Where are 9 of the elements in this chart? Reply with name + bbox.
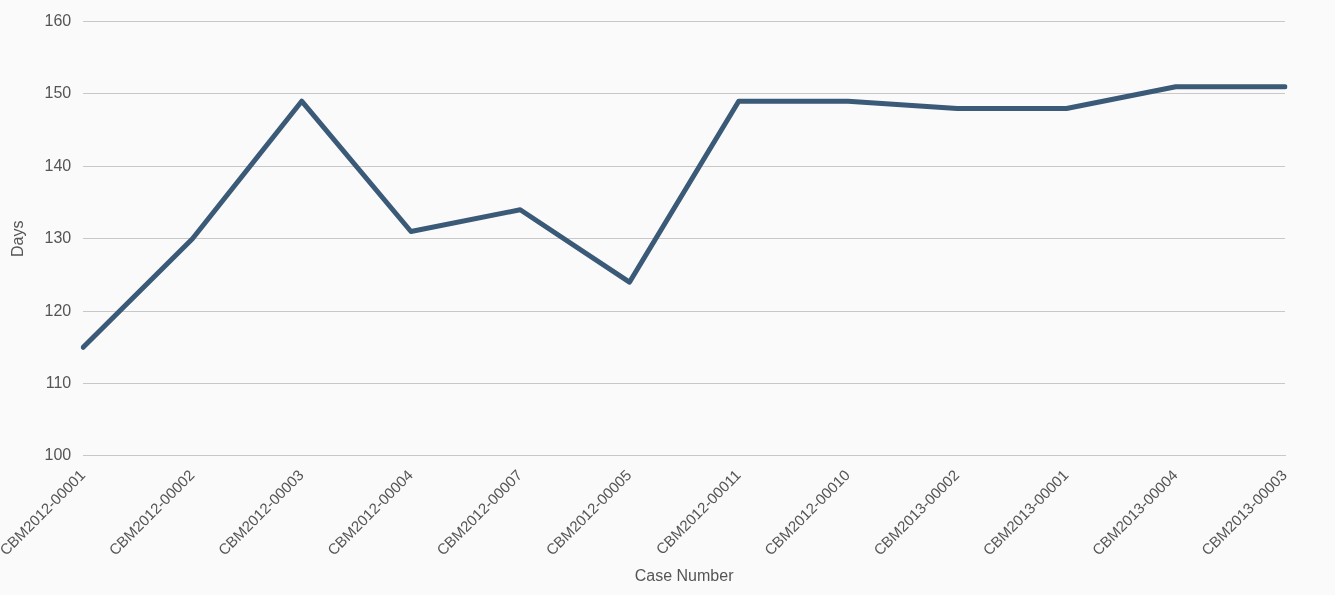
- x-axis-title: Case Number: [634, 566, 735, 584]
- y-tick-label: 130: [44, 229, 72, 247]
- y-axis-title: Days: [9, 220, 27, 257]
- y-tick-label: 110: [45, 373, 72, 391]
- y-tick-label: 140: [44, 156, 72, 174]
- y-tick-label: 150: [44, 84, 72, 102]
- y-tick-label: 120: [44, 301, 72, 319]
- y-tick-label: 160: [44, 12, 72, 30]
- y-tick-label: 100: [44, 446, 72, 464]
